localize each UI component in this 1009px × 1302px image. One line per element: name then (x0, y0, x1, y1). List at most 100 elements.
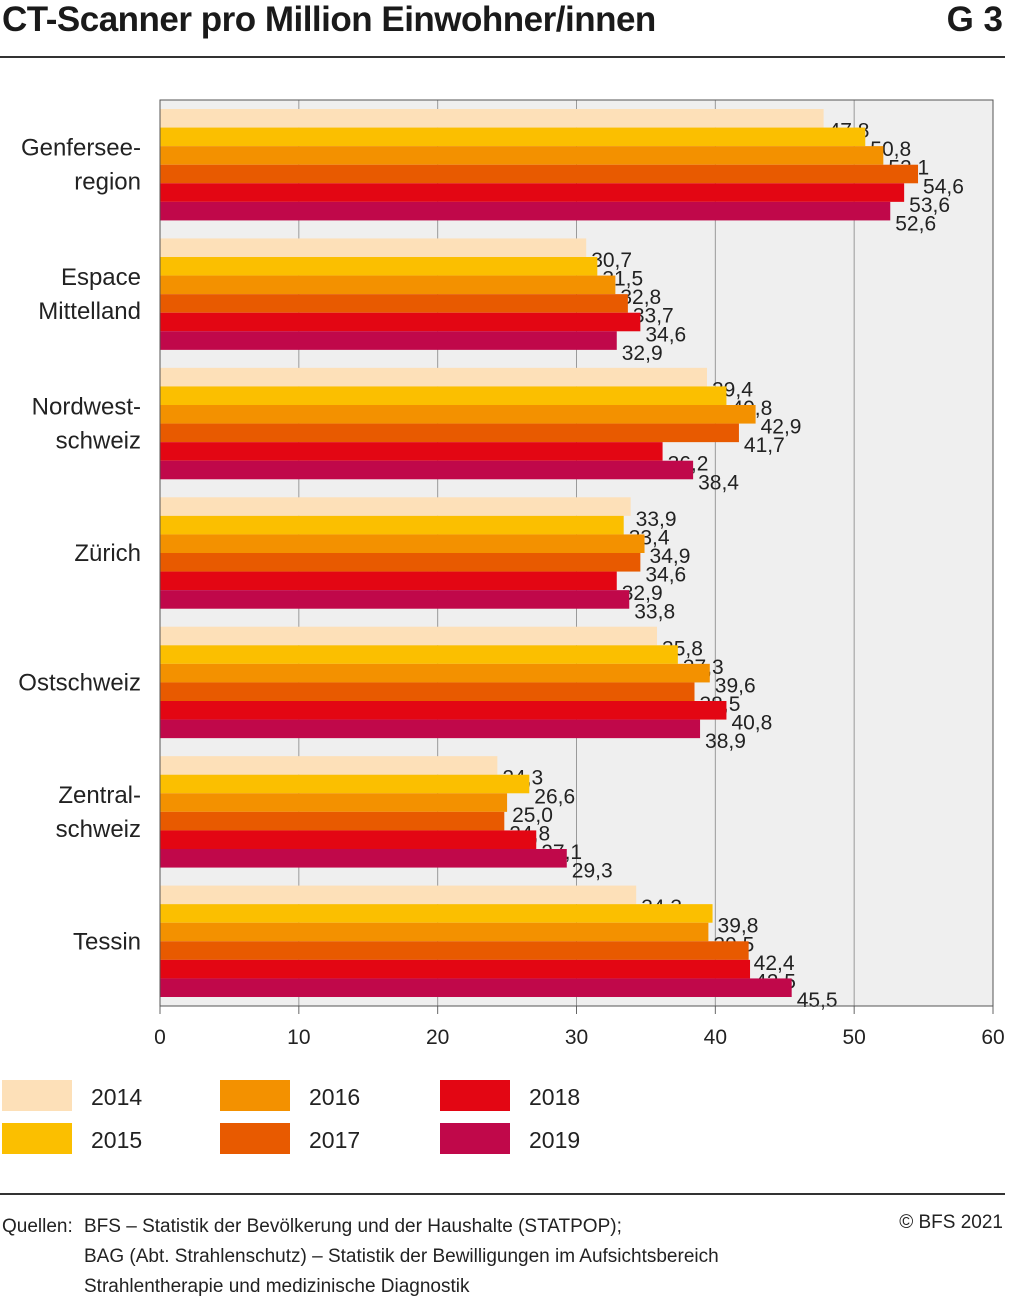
data-label: 25,0 (512, 804, 553, 827)
bar (160, 534, 645, 553)
bar (160, 405, 756, 424)
bar (160, 830, 537, 849)
data-label: 42,9 (761, 416, 802, 439)
category-label: Zürich (74, 540, 141, 567)
bar (160, 201, 891, 221)
category-label: Mittelland (38, 298, 141, 325)
bar (160, 312, 641, 332)
x-tick-label: 50 (842, 1026, 865, 1049)
bar (160, 849, 567, 868)
category-label: Tessin (73, 928, 141, 955)
data-label: 33,9 (636, 508, 677, 531)
bar (160, 793, 508, 812)
data-label: 40,8 (731, 712, 772, 735)
bar (160, 756, 498, 775)
data-label: 52,6 (895, 212, 936, 235)
data-label: 32,9 (622, 342, 663, 365)
bar (160, 590, 630, 609)
category-label: Ostschweiz (18, 669, 141, 696)
bottom-rule (0, 1193, 1005, 1195)
legend-label: 2017 (309, 1127, 360, 1153)
bar (160, 978, 792, 997)
data-label: 29,3 (572, 860, 613, 883)
legend-swatch (220, 1123, 290, 1154)
bar (160, 442, 663, 461)
data-label: 45,5 (797, 989, 838, 1012)
bar (160, 367, 708, 387)
legend-label: 2015 (91, 1127, 142, 1153)
data-label: 53,6 (909, 194, 950, 217)
x-tick-label: 60 (981, 1026, 1004, 1049)
legend-swatch (220, 1080, 290, 1111)
bar (160, 941, 749, 960)
chart-code: G 3 (946, 0, 1003, 39)
legend-swatch (440, 1080, 510, 1111)
bar (160, 663, 710, 683)
bar (160, 497, 631, 516)
legend-label: 2016 (309, 1084, 360, 1110)
data-label: 30,7 (591, 249, 632, 272)
legend-swatch (2, 1123, 72, 1154)
top-rule (0, 56, 1005, 58)
data-label: 41,7 (744, 434, 785, 457)
bar (160, 460, 694, 480)
bar (160, 146, 884, 165)
bar (160, 127, 866, 147)
bar (160, 904, 713, 923)
data-label: 34,6 (645, 323, 686, 346)
bar (160, 515, 624, 535)
category-label: Nordwest- (32, 394, 141, 421)
x-tick-label: 30 (565, 1026, 588, 1049)
bar (160, 774, 530, 794)
data-label: 38,9 (705, 730, 746, 753)
category-label: schweiz (56, 428, 141, 455)
data-label: 39,6 (715, 674, 756, 697)
bar (160, 275, 616, 295)
data-label: 33,8 (634, 601, 675, 624)
data-label: 54,6 (923, 175, 964, 198)
category-label: Zentral- (58, 782, 141, 809)
category-label: schweiz (56, 816, 141, 843)
data-label: 26,6 (534, 785, 575, 808)
legend-swatch (440, 1123, 510, 1154)
bar (160, 885, 637, 905)
bar (160, 626, 658, 646)
bar-chart: 0102030405060Genfersee-region47,850,852,… (2, 99, 1005, 1154)
legend-label: 2019 (529, 1127, 580, 1153)
bar (160, 811, 505, 831)
legend-swatch (2, 1080, 72, 1111)
bar (160, 386, 727, 405)
bar (160, 109, 824, 128)
bar (160, 423, 739, 443)
copyright: © BFS 2021 (899, 1212, 1003, 1233)
bar (160, 719, 701, 739)
plot-frame (159, 99, 994, 1007)
bar (160, 959, 751, 979)
bar (160, 331, 617, 350)
data-label: 32,9 (622, 582, 663, 605)
data-label: 38,4 (698, 471, 739, 494)
x-tick-label: 0 (154, 1026, 166, 1049)
bar (160, 164, 919, 184)
data-label: 34,9 (650, 545, 691, 568)
sources-label: Quellen: (2, 1216, 73, 1237)
bar (160, 645, 678, 664)
data-label: 34,6 (645, 564, 686, 587)
bar (160, 553, 641, 572)
legend-label: 2018 (529, 1084, 580, 1110)
bar (160, 682, 695, 701)
bar (160, 183, 905, 202)
x-tick-label: 10 (287, 1026, 310, 1049)
bar (160, 238, 587, 257)
category-label: Espace (61, 264, 141, 291)
category-label: Genfersee- (21, 135, 141, 162)
data-label: 33,7 (633, 305, 674, 328)
x-tick-label: 40 (704, 1026, 727, 1049)
data-label: 42,4 (754, 952, 795, 975)
source-line-1: BFS – Statistik der Bevölkerung und der … (84, 1216, 622, 1237)
bar (160, 257, 598, 276)
legend-label: 2014 (91, 1084, 142, 1110)
bar (160, 922, 709, 942)
data-label: 32,8 (620, 286, 661, 309)
bar (160, 701, 727, 720)
